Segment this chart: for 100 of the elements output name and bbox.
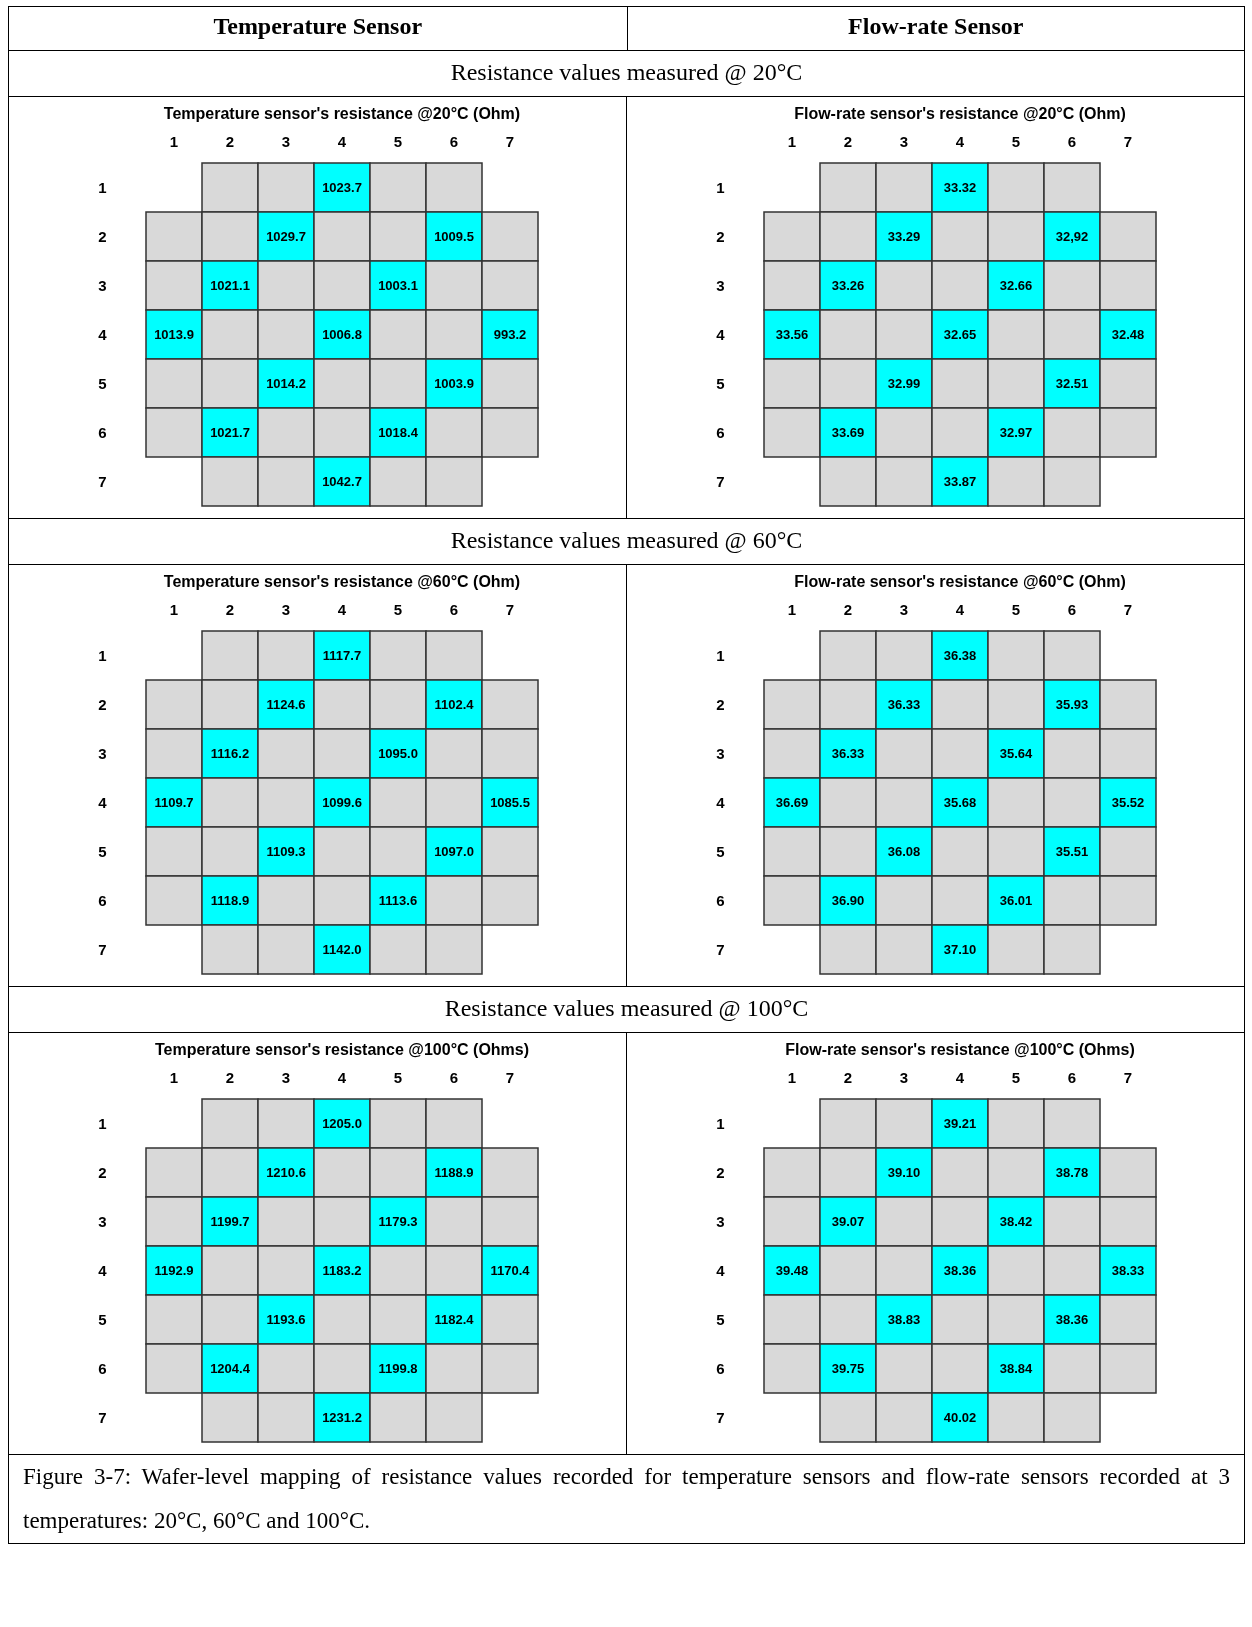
data-label: 33.56 xyxy=(775,326,808,342)
x-tick-label: 2 xyxy=(843,132,852,150)
y-tick-label: 5 xyxy=(97,374,106,392)
x-tick-label: 3 xyxy=(899,1068,908,1086)
data-label: 38.83 xyxy=(887,1311,920,1327)
x-tick-label: 3 xyxy=(281,1068,290,1086)
data-label: 1192.9 xyxy=(153,1262,194,1278)
data-label: 1013.9 xyxy=(153,326,194,342)
x-tick-label: 7 xyxy=(505,600,514,618)
data-label: 1029.7 xyxy=(265,228,306,244)
y-tick-label: 6 xyxy=(715,423,724,441)
data-label: 39.48 xyxy=(775,1262,808,1278)
data-label: 40.02 xyxy=(943,1409,976,1425)
x-tick-label: 5 xyxy=(1011,132,1020,150)
data-label: 993.2 xyxy=(493,326,526,342)
y-tick-label: 4 xyxy=(97,793,107,811)
x-tick-label: 1 xyxy=(787,600,796,618)
data-label: 32.99 xyxy=(887,375,920,391)
x-tick-label: 7 xyxy=(505,1068,514,1086)
x-tick-label: 6 xyxy=(449,132,458,150)
x-tick-label: 3 xyxy=(899,600,908,618)
data-label: 38.36 xyxy=(1055,1311,1088,1327)
data-label: 39.10 xyxy=(887,1164,920,1180)
x-tick-label: 1 xyxy=(787,132,796,150)
chart-title: Flow-rate sensor's resistance @20°C (Ohm) xyxy=(793,105,1126,122)
x-tick-label: 5 xyxy=(1011,1068,1020,1086)
data-label: 1118.9 xyxy=(210,892,249,908)
data-label: 1179.3 xyxy=(377,1213,418,1229)
data-label: 39.21 xyxy=(943,1115,976,1131)
text: Resistance values measured @ 60°C xyxy=(9,519,1244,564)
y-tick-label: 7 xyxy=(715,472,724,490)
data-label: 33.32 xyxy=(943,179,976,195)
y-tick-label: 1 xyxy=(715,646,724,664)
text: Flow-rate Sensor xyxy=(626,7,1244,50)
x-tick-label: 6 xyxy=(1067,600,1076,618)
data-label: 35.64 xyxy=(999,745,1033,761)
y-tick-label: 5 xyxy=(97,842,106,860)
data-label: 1109.7 xyxy=(153,794,194,810)
data-label: 1097.0 xyxy=(433,843,474,859)
caption: Figure 3-7: Wafer-level mapping of resistance values recorded for temperature sensors and flow-rate sensors recorded at 3 temperatures: 20°C, 60°C and 100°C. xyxy=(9,1455,1244,1543)
data-label: 35.93 xyxy=(1055,696,1088,712)
data-label: 35.51 xyxy=(1055,843,1088,859)
x-tick-label: 2 xyxy=(225,132,234,150)
text: Resistance values measured @ 20°C xyxy=(9,51,1244,96)
y-tick-label: 7 xyxy=(97,1408,106,1426)
data-label: 1117.7 xyxy=(322,647,361,663)
x-tick-label: 2 xyxy=(843,600,852,618)
x-tick-label: 7 xyxy=(1123,600,1132,618)
x-tick-label: 4 xyxy=(955,1068,965,1086)
data-label: 35.68 xyxy=(943,794,976,810)
data-label: 1085.5 xyxy=(489,794,530,810)
chart-title: Flow-rate sensor's resistance @60°C (Ohm) xyxy=(793,573,1126,590)
x-tick-label: 3 xyxy=(281,600,290,618)
x-tick-label: 5 xyxy=(393,132,402,150)
data-label: 37.10 xyxy=(943,941,976,957)
chart-title: Flow-rate sensor's resistance @100°C (Ohms) xyxy=(784,1041,1135,1058)
data-label: 36.69 xyxy=(775,794,808,810)
data-label: 1142.0 xyxy=(321,941,362,957)
text: Resistance values measured @ 100°C xyxy=(9,987,1244,1032)
data-label: 1170.4 xyxy=(489,1262,530,1278)
data-label: 1199.7 xyxy=(209,1213,250,1229)
x-tick-label: 4 xyxy=(337,132,347,150)
y-tick-label: 3 xyxy=(715,744,724,762)
data-label: 36.90 xyxy=(831,892,864,908)
data-label: 1124.6 xyxy=(265,696,306,712)
y-tick-label: 3 xyxy=(97,276,106,294)
x-tick-label: 5 xyxy=(393,1068,402,1086)
x-tick-label: 7 xyxy=(1123,132,1132,150)
data-label: 1009.5 xyxy=(433,228,474,244)
data-label: 38.36 xyxy=(943,1262,976,1278)
x-tick-label: 3 xyxy=(899,132,908,150)
y-tick-label: 2 xyxy=(715,227,724,245)
y-tick-label: 1 xyxy=(715,1114,724,1132)
data-label: 1182.4 xyxy=(433,1311,474,1327)
y-tick-label: 1 xyxy=(97,646,106,664)
y-tick-label: 4 xyxy=(97,325,107,343)
data-label: 1095.0 xyxy=(377,745,418,761)
data-label: 1231.2 xyxy=(321,1409,362,1425)
x-tick-label: 4 xyxy=(955,600,965,618)
x-tick-label: 2 xyxy=(225,600,234,618)
data-label: 1199.8 xyxy=(377,1360,418,1376)
data-label: 33.87 xyxy=(943,473,976,489)
y-tick-label: 4 xyxy=(97,1261,107,1279)
data-label: 1023.7 xyxy=(321,179,362,195)
x-tick-label: 6 xyxy=(449,1068,458,1086)
x-tick-label: 1 xyxy=(787,1068,796,1086)
x-tick-label: 1 xyxy=(169,600,178,618)
data-label: 36.33 xyxy=(887,696,920,712)
text: Temperature Sensor xyxy=(212,12,424,41)
data-label: 38.42 xyxy=(999,1213,1032,1229)
y-tick-label: 3 xyxy=(97,744,106,762)
data-label: 32,92 xyxy=(1055,228,1088,244)
y-tick-label: 5 xyxy=(715,374,724,392)
x-tick-label: 7 xyxy=(1123,1068,1132,1086)
y-tick-label: 6 xyxy=(97,891,106,909)
y-tick-label: 4 xyxy=(715,1261,725,1279)
y-tick-label: 2 xyxy=(97,695,106,713)
data-label: 1109.3 xyxy=(265,843,306,859)
data-label: 1193.6 xyxy=(265,1311,306,1327)
data-label: 36.33 xyxy=(831,745,864,761)
